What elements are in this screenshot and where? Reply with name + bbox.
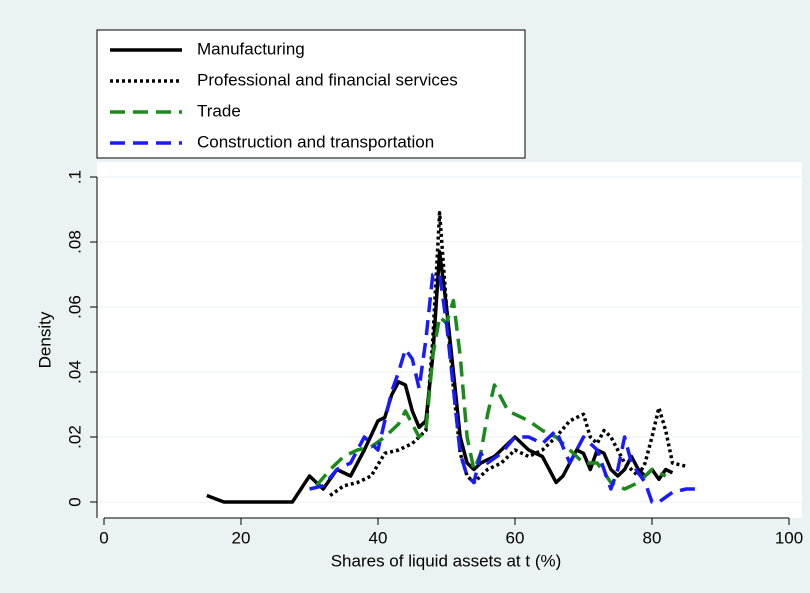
series-line <box>309 272 700 504</box>
x-tick-label: 80 <box>643 528 662 547</box>
x-tick-label: 60 <box>506 528 525 547</box>
series-line <box>206 250 674 504</box>
axes: 0 .02 .04 .06 .08 .1 0 20 40 60 80 100 <box>65 170 803 548</box>
legend: Manufacturing Professional and financial … <box>110 39 458 151</box>
legend-label: Professional and financial services <box>197 70 458 89</box>
y-tick-label: .06 <box>65 295 84 319</box>
legend-label: Trade <box>197 101 241 120</box>
legend-label: Construction and transportation <box>197 132 434 151</box>
y-tick-label: .08 <box>65 230 84 254</box>
y-tick-label: .02 <box>65 425 84 449</box>
x-tick-label: 100 <box>775 528 803 547</box>
x-tick-label: 20 <box>232 528 251 547</box>
x-axis-title: Shares of liquid assets at t (%) <box>331 551 562 570</box>
series-line <box>329 211 687 497</box>
y-tick-label: 0 <box>65 497 84 506</box>
grid <box>97 176 802 503</box>
y-tick-label: .04 <box>65 360 84 384</box>
y-tick-label: .1 <box>65 170 84 184</box>
y-axis-title: Density <box>35 311 54 368</box>
x-tick-label: 40 <box>369 528 388 547</box>
x-tick-label: 0 <box>99 528 108 547</box>
lines <box>206 211 700 504</box>
legend-label: Manufacturing <box>197 39 305 58</box>
